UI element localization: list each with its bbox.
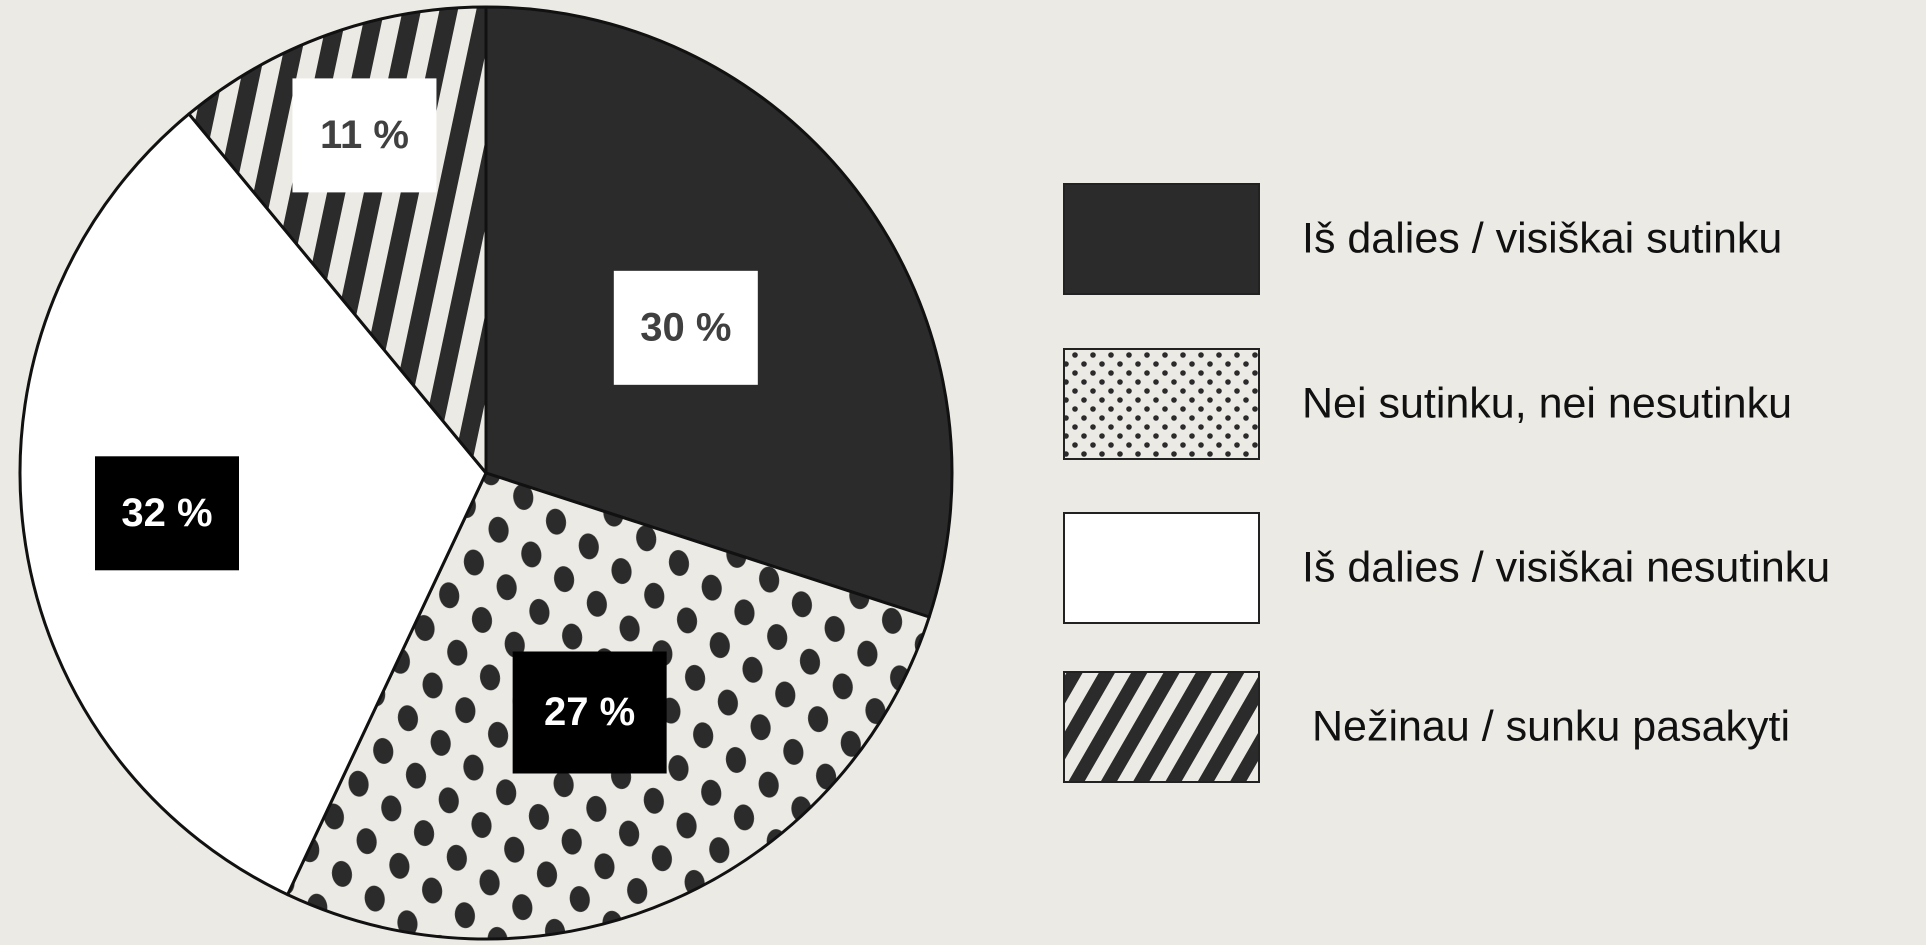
legend: Iš dalies / visiškai sutinku Nei sutinku,… (1063, 183, 1830, 783)
data-label-box (292, 78, 437, 193)
legend-label: Nei sutinku, nei nesutinku (1302, 379, 1792, 427)
pie-slice (18, 112, 488, 897)
legend-label: Nežinau / sunku pasakyti (1312, 702, 1790, 750)
legend-swatch (1063, 183, 1260, 295)
legend-label: Iš dalies / visiškai nesutinku (1302, 543, 1830, 591)
legend-swatch (1063, 348, 1260, 460)
data-label: 27 % (544, 690, 635, 734)
legend-label: Iš dalies / visiškai sutinku (1302, 214, 1782, 262)
legend-swatch (1063, 671, 1260, 783)
data-label-box (613, 270, 758, 385)
data-label: 11 % (320, 113, 409, 157)
legend-swatch (1063, 512, 1260, 624)
pie: 30 % 27 % 32 % 11 % (18, 5, 954, 941)
data-label: 32 % (121, 491, 212, 535)
data-label-box (94, 456, 239, 571)
data-label-box (512, 651, 667, 774)
data-label: 30 % (640, 305, 731, 349)
